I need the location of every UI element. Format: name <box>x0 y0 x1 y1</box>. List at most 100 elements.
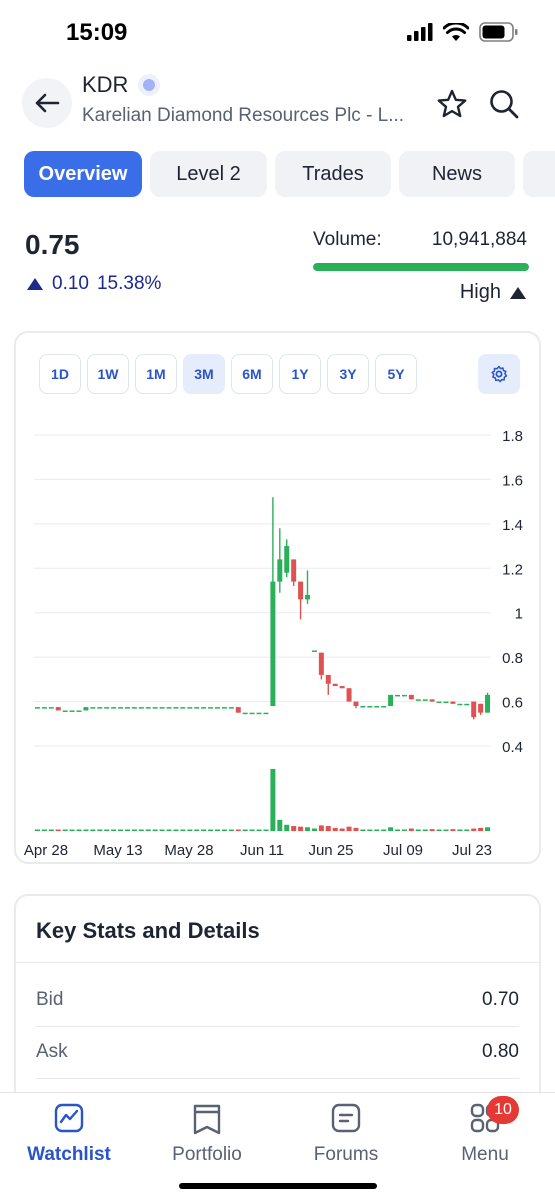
volume-bar <box>138 829 144 831</box>
candle-body <box>457 703 463 706</box>
candle-body <box>138 707 144 709</box>
candle-body <box>256 712 262 715</box>
range-1d-button[interactable]: 1D <box>39 354 81 394</box>
candle-body <box>180 707 186 709</box>
candle-body <box>208 707 214 709</box>
volume-bar <box>124 829 130 831</box>
volume-bar <box>284 824 290 831</box>
candle-body <box>305 594 311 600</box>
candle-body <box>395 694 401 697</box>
nav-watchlist[interactable]: Watchlist <box>0 1093 138 1185</box>
volume-bar <box>62 829 68 831</box>
y-tick-label: 1 <box>515 606 523 623</box>
grid-menu-icon: 10 <box>469 1096 519 1136</box>
range-6m-button[interactable]: 6M <box>231 354 273 394</box>
chart-settings-button[interactable] <box>478 354 520 394</box>
volume-bar <box>311 828 317 831</box>
candle-body <box>166 707 172 709</box>
back-button[interactable] <box>22 78 72 128</box>
chat-icon <box>330 1102 362 1136</box>
price-chart-card: 1D 1W 1M 3M 6M 1Y 3Y 5Y 1.8 1.6 1.4 1.2 1 0.8… <box>14 331 541 864</box>
volume-bar <box>415 829 421 831</box>
candle-body <box>152 707 158 709</box>
candle-body <box>62 710 68 712</box>
stock-header: KDR Karelian Diamond Resources Plc - L..… <box>0 70 555 140</box>
volume-bar <box>118 829 124 831</box>
range-1w-button[interactable]: 1W <box>87 354 129 394</box>
home-indicator <box>179 1183 377 1189</box>
divider <box>16 962 539 963</box>
x-tick-label: May 13 <box>93 842 142 859</box>
candle-body <box>48 707 54 709</box>
x-tick-label: Apr 28 <box>24 842 68 859</box>
market-status-dot-icon <box>138 74 161 96</box>
search-button[interactable] <box>488 88 520 125</box>
candle-body <box>429 699 435 702</box>
candle-body <box>367 706 373 708</box>
candle-body <box>201 707 207 709</box>
volume-bar <box>270 769 276 831</box>
candle-body <box>450 701 456 704</box>
arrow-left-icon <box>35 93 60 113</box>
candlestick-chart[interactable]: 1.8 1.6 1.4 1.2 1 0.8 0.6 0.4 Apr 28 May 13 May 28… <box>16 333 543 866</box>
status-bar: 15:09 <box>0 0 555 62</box>
watchlist-star-button[interactable] <box>436 88 468 125</box>
tab-overview[interactable]: Overview <box>24 151 142 197</box>
candle-body <box>436 701 442 704</box>
tab-news[interactable]: News <box>399 151 515 197</box>
volume-bar <box>242 829 248 831</box>
volume-bar <box>83 829 89 831</box>
tab-more[interactable] <box>523 151 555 197</box>
nav-label: Forums <box>313 1144 379 1165</box>
stat-label: Ask <box>36 1041 68 1062</box>
chart-line-icon <box>53 1102 85 1136</box>
range-5y-button[interactable]: 5Y <box>375 354 417 394</box>
volume-bar <box>374 829 380 831</box>
volume-bar <box>360 829 366 831</box>
volume-level-text: High <box>459 281 501 303</box>
gear-icon <box>491 365 508 383</box>
volume-bar <box>395 829 401 831</box>
range-1m-button[interactable]: 1M <box>135 354 177 394</box>
key-stats-card: Key Stats and Details Bid 0.70 Ask 0.80 <box>14 894 541 1154</box>
candle-body <box>325 674 331 684</box>
candle-body <box>111 707 117 709</box>
nav-menu[interactable]: 10 Menu <box>416 1093 554 1185</box>
nav-forums[interactable]: Forums <box>277 1093 415 1185</box>
volume-bar <box>457 829 463 831</box>
tab-level-2[interactable]: Level 2 <box>150 151 267 197</box>
nav-label: Menu <box>461 1144 509 1165</box>
tab-trades[interactable]: Trades <box>275 151 391 197</box>
volume-bar <box>485 827 491 831</box>
x-tick-label: Jul 23 <box>452 842 492 859</box>
volume-bar <box>235 829 241 831</box>
volume-bar <box>173 829 179 831</box>
stat-label: Bid <box>36 989 64 1010</box>
x-tick-label: Jun 25 <box>308 842 353 859</box>
candle-body <box>97 707 103 709</box>
divider <box>36 1026 519 1027</box>
candle-body <box>471 701 477 718</box>
volume-bar <box>422 829 428 831</box>
candle-body <box>408 694 414 700</box>
stat-row-bid: Bid 0.70 <box>36 975 519 1025</box>
range-3m-button[interactable]: 3M <box>183 354 225 394</box>
y-tick-label: 1.8 <box>502 428 523 445</box>
nav-portfolio[interactable]: Portfolio <box>138 1093 276 1185</box>
volume-bar <box>332 827 338 831</box>
cellular-signal-icon <box>407 23 433 41</box>
status-icons <box>407 22 519 42</box>
candle-body <box>187 707 193 709</box>
candle-body <box>90 707 96 709</box>
nav-label: Watchlist <box>27 1144 111 1165</box>
range-3y-button[interactable]: 3Y <box>327 354 369 394</box>
range-1y-button[interactable]: 1Y <box>279 354 321 394</box>
volume-bar <box>201 829 207 831</box>
volume-bar <box>131 829 137 831</box>
volume-bar <box>111 829 117 831</box>
candle-body <box>346 688 352 702</box>
section-tabs: Overview Level 2 Trades News <box>24 151 555 197</box>
candle-body <box>478 703 484 713</box>
volume-bar <box>408 828 414 831</box>
y-tick-label: 0.4 <box>502 739 523 756</box>
